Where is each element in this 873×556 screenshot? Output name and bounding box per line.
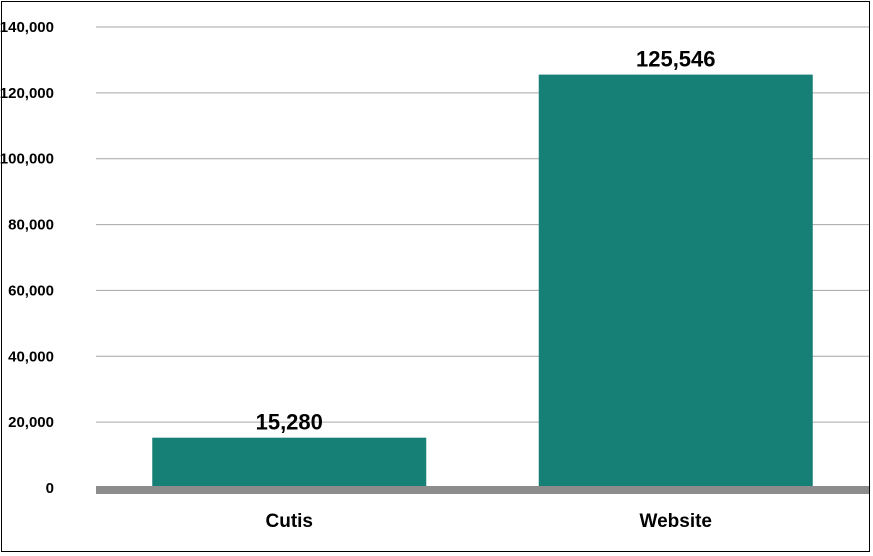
x-axis bbox=[96, 486, 869, 494]
bar-cutis bbox=[152, 437, 427, 488]
y-tick-label: 100,000 bbox=[0, 151, 54, 168]
x-tick-label: Website bbox=[639, 511, 712, 532]
y-tick-label: 80,000 bbox=[8, 217, 54, 234]
labels: 0 20,000 40,000 60,000 80,000 100,000 120,000 1… bbox=[0, 19, 716, 532]
y-tick-label: 140,000 bbox=[0, 19, 54, 36]
bar-website bbox=[538, 74, 813, 488]
bars bbox=[152, 74, 813, 488]
data-label: 125,546 bbox=[636, 47, 716, 72]
data-label: 15,280 bbox=[256, 410, 323, 435]
x-tick-label: Cutis bbox=[266, 511, 314, 532]
x-axis-baseline bbox=[96, 486, 869, 494]
y-tick-label: 0 bbox=[46, 480, 54, 497]
y-tick-label: 20,000 bbox=[8, 414, 54, 431]
y-tick-label: 40,000 bbox=[8, 348, 54, 365]
y-tick-label: 120,000 bbox=[0, 85, 54, 102]
y-tick-label: 60,000 bbox=[8, 282, 54, 299]
